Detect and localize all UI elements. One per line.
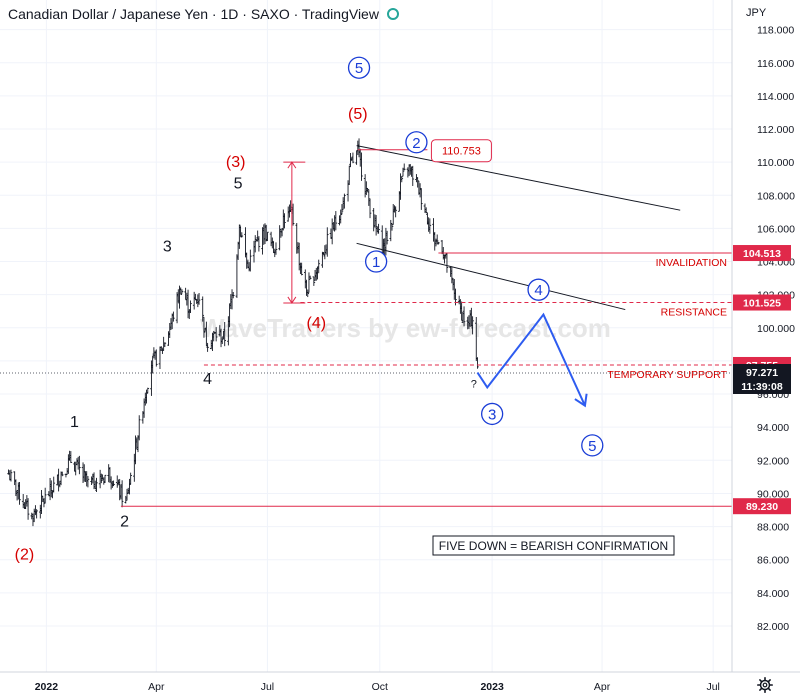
price-tag-support <box>733 498 791 515</box>
gear-icon[interactable] <box>757 677 773 693</box>
price-tag-text-support: 89.230 <box>746 501 778 513</box>
price-axis-tick: 100.000 <box>757 323 795 335</box>
projection-arrowhead <box>574 393 588 408</box>
price-axis-tick: 116.000 <box>757 58 794 70</box>
wave-label-primary-5: 5 <box>588 438 596 455</box>
price-axis-tick: 86.000 <box>757 555 789 567</box>
wave-label-intermediate: (4) <box>307 315 327 332</box>
live-status-icon <box>386 8 399 20</box>
annotation-text: FIVE DOWN = BEARISH CONFIRMATION <box>439 539 668 553</box>
price-tag-resistance <box>733 294 791 311</box>
wave-circle-4 <box>527 278 550 301</box>
price-tag-text-resistance: 101.525 <box>743 298 781 310</box>
question-mark-label: ? <box>471 378 477 390</box>
price-axis-tick: 90.000 <box>757 488 789 500</box>
price-axis-tick: 114.000 <box>757 91 794 103</box>
price-axis[interactable] <box>732 0 800 672</box>
wave-circle-2 <box>405 131 428 154</box>
high-marker-value: 110.753 <box>442 146 481 158</box>
wave-label-minor-2: 2 <box>120 514 129 531</box>
currency-label[interactable]: JPY <box>746 7 767 19</box>
trend-channel-line[interactable] <box>356 242 626 311</box>
wave-circle-5 <box>581 434 604 457</box>
time-axis-tick: Jul <box>261 681 274 693</box>
wave-label-minor-1: 1 <box>70 414 79 431</box>
price-axis-tick: 108.000 <box>757 190 795 202</box>
last-price-value: 97.271 <box>746 367 778 379</box>
price-axis-tick: 88.000 <box>757 522 789 534</box>
annotation-box[interactable] <box>432 535 675 556</box>
level-label-temporary-support: TEMPORARY SUPPORT <box>607 369 727 381</box>
time-axis-tick: Oct <box>372 681 388 693</box>
bar-countdown: 11:39:08 <box>741 381 783 393</box>
wave-circle-3 <box>480 402 504 426</box>
watermark-text: WaveTraders by ew-forecast.com <box>200 313 611 343</box>
wave-label-primary-3: 3 <box>488 406 496 423</box>
price-tag-invalidation <box>733 245 791 262</box>
wave-label-primary-4: 4 <box>534 282 542 299</box>
time-axis-tick: 2022 <box>35 681 59 693</box>
measure-arrow-down <box>287 296 297 304</box>
price-axis-tick: 112.000 <box>757 124 794 136</box>
wave-projection-path[interactable] <box>476 312 586 407</box>
time-axis-tick: Jul <box>706 681 719 693</box>
chart-title-bar: Canadian Dollar / Japanese Yen · 1D · SA… <box>8 6 399 22</box>
level-label-resistance: RESISTANCE <box>661 307 727 319</box>
wave-label-primary-1: 1 <box>372 254 380 271</box>
wave-label-minor-3: 3 <box>163 239 172 256</box>
measure-arrow-up <box>287 161 297 169</box>
time-axis-tick: Apr <box>594 681 611 693</box>
price-axis-tick: 106.000 <box>757 223 795 235</box>
wave-label-intermediate: (2) <box>15 547 35 564</box>
wave-label-minor-5: 5 <box>234 176 243 193</box>
wave-label-primary-2: 2 <box>412 135 420 152</box>
wave-label-intermediate: (3) <box>226 154 246 171</box>
price-axis-tick: 110.000 <box>757 157 794 169</box>
price-axis-tick: 94.000 <box>757 422 789 434</box>
last-price-tag <box>733 363 791 394</box>
price-axis-tick: 118.000 <box>757 25 794 37</box>
price-tag-text-invalidation: 104.513 <box>743 248 781 260</box>
price-axis-tick: 92.000 <box>757 455 789 467</box>
wave-label-primary-5: 5 <box>355 60 363 77</box>
price-axis-tick: 84.000 <box>757 588 789 600</box>
level-label-invalidation: INVALIDATION <box>656 257 727 269</box>
time-axis-tick: Apr <box>148 681 165 693</box>
trend-channel-line[interactable] <box>356 145 681 211</box>
time-axis[interactable] <box>0 672 732 700</box>
chart-title: Canadian Dollar / Japanese Yen · 1D · SA… <box>8 6 379 22</box>
wave-label-minor-4: 4 <box>203 371 212 388</box>
time-axis-tick: 2023 <box>480 681 504 693</box>
wave-circle-1 <box>364 250 388 273</box>
price-axis-tick: 82.000 <box>757 621 789 633</box>
wave-label-intermediate: (5) <box>348 106 368 123</box>
high-marker-box[interactable] <box>430 139 492 163</box>
wave-circle-5 <box>347 56 371 79</box>
